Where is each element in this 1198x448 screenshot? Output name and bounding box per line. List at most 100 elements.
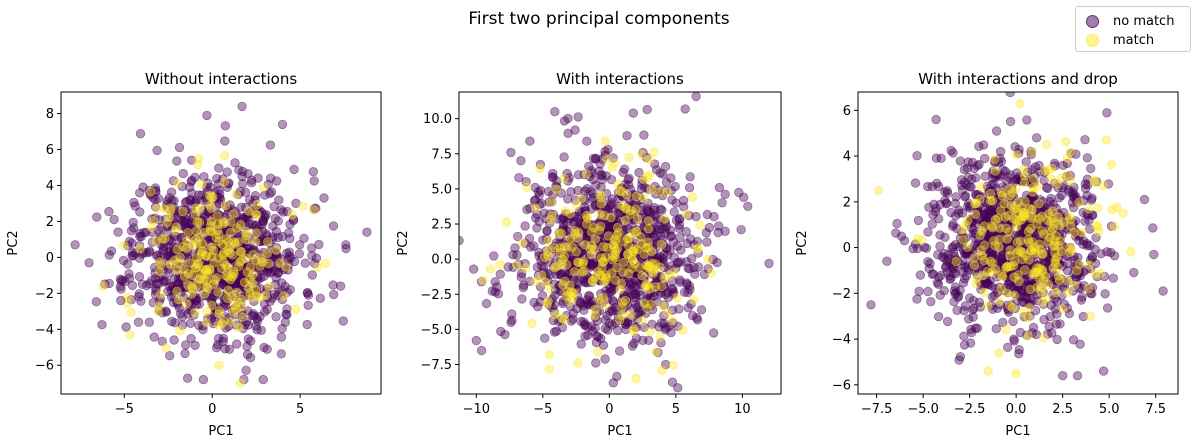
data-point-no-match — [181, 268, 192, 278]
data-point-no-match — [200, 209, 210, 219]
data-point-no-match — [230, 158, 240, 168]
data-point-no-match — [580, 320, 590, 331]
data-point-no-match — [210, 216, 221, 226]
data-point-match — [161, 343, 171, 353]
data-point-no-match — [584, 291, 594, 301]
data-point-no-match — [279, 265, 289, 275]
data-point-no-match — [289, 164, 299, 175]
data-point-match — [1126, 246, 1136, 257]
data-point-no-match — [537, 290, 548, 301]
data-point-no-match — [230, 267, 241, 278]
data-point-no-match — [575, 247, 586, 257]
data-point-no-match — [144, 317, 155, 327]
data-point-no-match — [548, 189, 558, 200]
data-point-match — [229, 237, 240, 247]
data-point-no-match — [214, 303, 224, 313]
data-point-no-match — [685, 172, 695, 182]
data-point-no-match — [178, 216, 188, 227]
data-point-no-match — [180, 222, 190, 232]
data-point-no-match — [587, 260, 598, 271]
data-point-no-match — [628, 200, 638, 211]
data-point-no-match — [222, 317, 232, 327]
data-point-match — [1027, 146, 1037, 157]
data-point-no-match — [173, 219, 183, 229]
data-point-match — [264, 281, 274, 292]
data-point-no-match — [639, 221, 649, 232]
data-point-no-match — [618, 233, 628, 243]
data-point-no-match — [597, 205, 607, 216]
data-point-match — [258, 182, 269, 193]
data-point-no-match — [630, 322, 640, 332]
data-point-no-match — [588, 223, 598, 233]
data-point-no-match — [279, 263, 290, 273]
data-point-no-match — [596, 182, 606, 192]
data-point-no-match — [192, 251, 203, 261]
data-point-match — [544, 350, 555, 360]
data-point-no-match — [220, 312, 230, 322]
data-point-no-match — [236, 202, 247, 212]
data-point-no-match — [513, 231, 523, 242]
data-point-match — [1003, 262, 1013, 272]
data-point-no-match — [607, 306, 618, 316]
data-point-no-match — [601, 171, 612, 181]
data-point-no-match — [229, 256, 239, 266]
data-point-no-match — [627, 313, 637, 323]
data-point-no-match — [623, 175, 633, 185]
data-point-match — [979, 221, 990, 231]
data-point-match — [195, 203, 205, 214]
data-point-no-match — [605, 224, 615, 234]
data-point-no-match — [581, 217, 591, 228]
data-point-no-match — [406, 315, 415, 324]
data-point-no-match — [201, 283, 212, 294]
data-point-no-match — [230, 279, 241, 289]
data-point-no-match — [574, 224, 584, 235]
data-point-no-match — [594, 166, 604, 177]
data-point-no-match — [720, 226, 730, 237]
data-point-no-match — [556, 188, 566, 198]
data-point-no-match — [592, 307, 602, 317]
data-point-no-match — [573, 257, 583, 268]
data-point-match — [135, 243, 145, 254]
data-point-no-match — [503, 262, 513, 272]
data-point-no-match — [691, 92, 701, 102]
data-point-no-match — [603, 231, 613, 242]
data-point-match — [689, 295, 699, 305]
data-point-no-match — [661, 177, 672, 188]
data-point-no-match — [605, 201, 615, 211]
data-point-no-match — [204, 225, 215, 236]
data-point-no-match — [566, 282, 576, 292]
data-point-no-match — [608, 378, 619, 388]
data-point-no-match — [636, 279, 646, 290]
data-point-match — [1050, 240, 1060, 250]
data-point-no-match — [558, 223, 569, 233]
data-point-no-match — [248, 244, 259, 255]
data-point-no-match — [170, 318, 180, 328]
data-point-no-match — [253, 272, 263, 283]
data-point-no-match — [175, 282, 185, 293]
data-point-no-match — [562, 217, 572, 227]
data-point-match — [190, 263, 200, 273]
data-point-no-match — [618, 251, 628, 262]
data-point-no-match — [675, 277, 686, 288]
data-point-no-match — [672, 258, 683, 268]
data-point-no-match — [256, 259, 267, 269]
data-point-no-match — [180, 250, 190, 261]
data-point-no-match — [579, 169, 589, 180]
data-point-no-match — [236, 288, 247, 299]
data-point-no-match — [191, 295, 201, 306]
data-point-no-match — [192, 235, 203, 245]
data-point-no-match — [155, 293, 166, 304]
data-point-no-match — [620, 268, 631, 279]
data-point-no-match — [186, 281, 196, 292]
data-point-no-match — [203, 313, 213, 324]
data-point-match — [1077, 228, 1087, 238]
data-point-no-match — [582, 219, 592, 229]
data-point-no-match — [571, 230, 581, 241]
data-point-no-match — [645, 207, 656, 218]
data-point-no-match — [603, 271, 614, 282]
data-point-no-match — [277, 286, 287, 296]
data-point-no-match — [266, 173, 276, 183]
data-point-match — [263, 237, 273, 247]
data-point-no-match — [651, 189, 661, 199]
data-point-no-match — [585, 242, 595, 253]
